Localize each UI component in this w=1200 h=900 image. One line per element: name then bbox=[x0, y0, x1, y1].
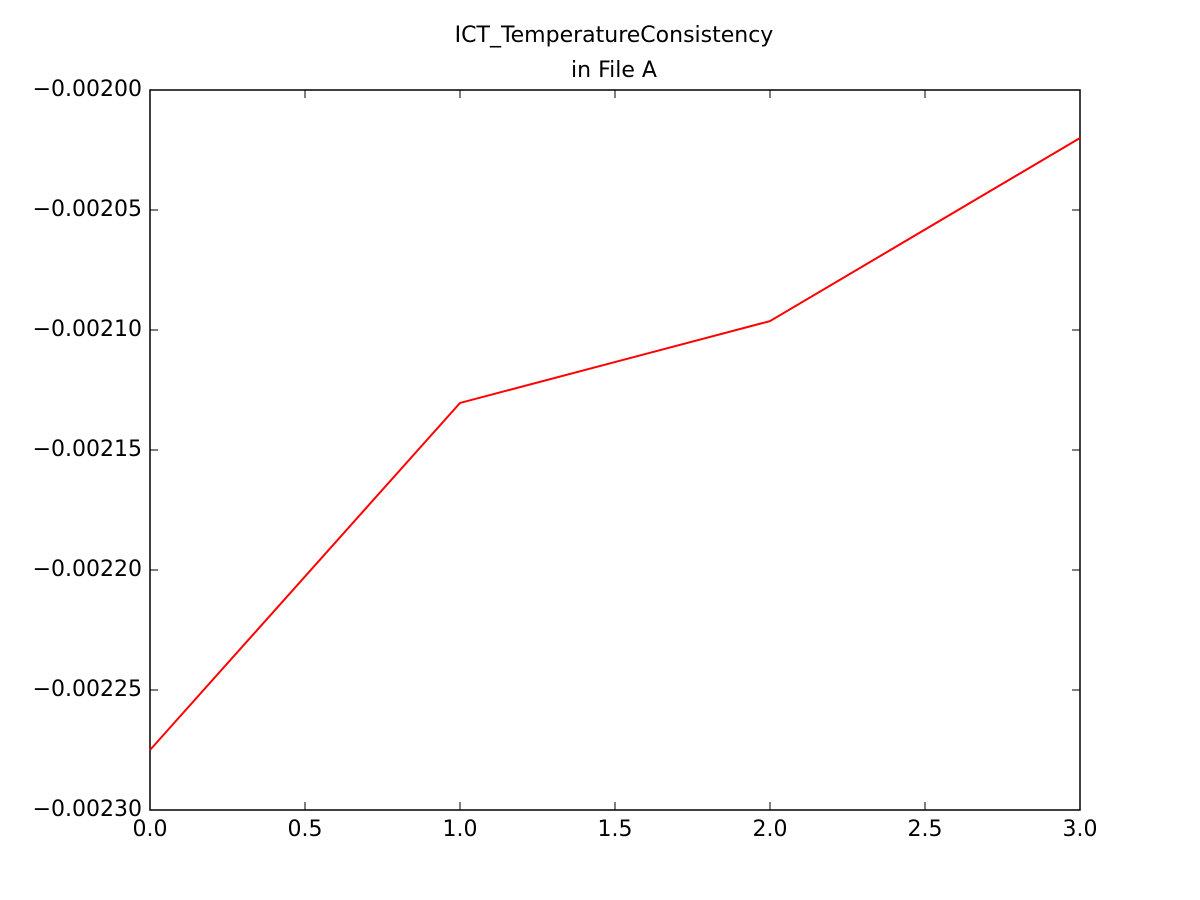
y-tick-label: −0.00225 bbox=[33, 677, 142, 702]
chart-title: ICT_TemperatureConsistency bbox=[455, 23, 774, 48]
y-tick-label: −0.00200 bbox=[33, 77, 142, 102]
x-tick-label: 0.5 bbox=[288, 817, 323, 842]
data-line bbox=[149, 137, 1081, 751]
y-tick-label: −0.00210 bbox=[33, 317, 142, 342]
x-tick-label: 1.5 bbox=[598, 817, 633, 842]
plot-frame bbox=[149, 89, 1081, 811]
x-tick-label: 1.0 bbox=[443, 817, 478, 842]
x-tick-label: 2.5 bbox=[908, 817, 943, 842]
chart-title: in File A bbox=[571, 58, 657, 83]
y-tick-label: −0.00230 bbox=[33, 797, 142, 822]
y-tick-label: −0.00220 bbox=[33, 557, 142, 582]
x-tick-label: 2.0 bbox=[753, 817, 788, 842]
x-tick-label: 3.0 bbox=[1063, 817, 1098, 842]
x-tick-label: 0.0 bbox=[133, 817, 168, 842]
y-tick-label: −0.00205 bbox=[33, 197, 142, 222]
y-tick-label: −0.00215 bbox=[33, 437, 142, 462]
